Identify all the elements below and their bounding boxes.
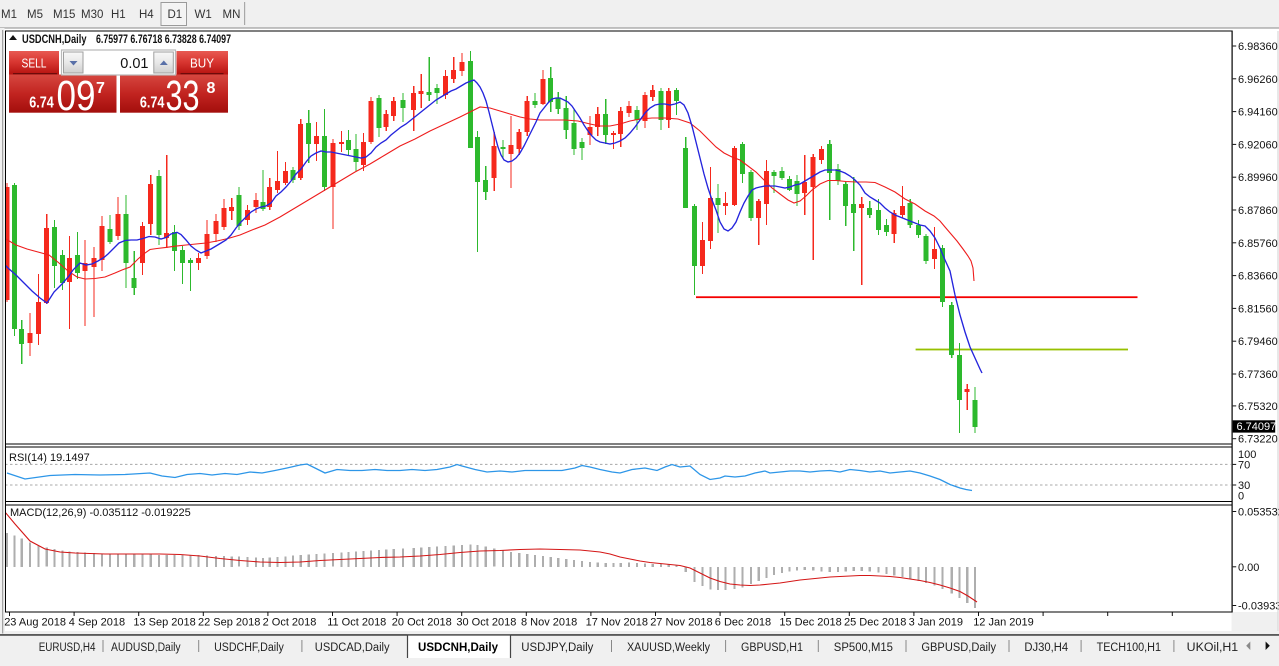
svg-text:M5: M5	[27, 9, 43, 21]
svg-text:M1: M1	[1, 9, 17, 21]
svg-text:H4: H4	[139, 9, 154, 21]
svg-text:W1: W1	[195, 9, 212, 21]
svg-text:20 Oct 2018: 20 Oct 2018	[392, 617, 452, 629]
svg-text:13 Sep 2018: 13 Sep 2018	[133, 617, 195, 629]
svg-text:6.83660: 6.83660	[1238, 271, 1278, 283]
svg-text:2 Oct 2018: 2 Oct 2018	[263, 617, 317, 629]
svg-text:EURUSD,H4: EURUSD,H4	[39, 642, 96, 654]
svg-text:6.75320: 6.75320	[1238, 401, 1278, 413]
svg-text:6.74: 6.74	[29, 95, 54, 112]
svg-text:3 Jan 2019: 3 Jan 2019	[909, 617, 963, 629]
svg-text:6.81560: 6.81560	[1238, 303, 1278, 315]
svg-text:MN: MN	[223, 9, 241, 21]
svg-text:6.77360: 6.77360	[1238, 369, 1278, 381]
svg-text:GBPUSD,Daily: GBPUSD,Daily	[921, 642, 996, 654]
svg-text:USDJPY,Daily: USDJPY,Daily	[521, 642, 593, 654]
svg-text:BUY: BUY	[190, 56, 214, 71]
svg-text:USDCHF,Daily: USDCHF,Daily	[214, 642, 284, 654]
svg-text:0.053532: 0.053532	[1238, 507, 1279, 519]
svg-text:SP500,M15: SP500,M15	[834, 642, 893, 654]
svg-text:D1: D1	[168, 9, 183, 21]
svg-text:6 Dec 2018: 6 Dec 2018	[715, 617, 771, 629]
svg-text:6.85760: 6.85760	[1238, 238, 1278, 250]
svg-text:6.74: 6.74	[140, 95, 165, 112]
svg-text:-0.039333: -0.039333	[1238, 601, 1279, 613]
svg-text:UKOil,H1: UKOil,H1	[1187, 642, 1239, 654]
svg-text:H1: H1	[111, 9, 126, 21]
svg-text:100: 100	[1238, 449, 1256, 461]
svg-text:0.01: 0.01	[120, 56, 148, 72]
svg-text:6.94160: 6.94160	[1238, 107, 1278, 119]
svg-text:6.98360: 6.98360	[1238, 41, 1278, 53]
svg-text:USDCNH,Daily: USDCNH,Daily	[418, 642, 499, 654]
svg-text:25 Dec 2018: 25 Dec 2018	[844, 617, 906, 629]
svg-text:23 Aug 2018: 23 Aug 2018	[4, 617, 66, 629]
svg-text:6.87860: 6.87860	[1238, 205, 1278, 217]
svg-text:30: 30	[1238, 480, 1250, 492]
svg-text:6.75977 6.76718 6.73828 6.7409: 6.75977 6.76718 6.73828 6.74097	[96, 34, 231, 46]
svg-text:USDCAD,Daily: USDCAD,Daily	[315, 642, 390, 654]
svg-text:MACD(12,26,9) -0.035112 -0.019: MACD(12,26,9) -0.035112 -0.019225	[10, 507, 191, 519]
svg-text:70: 70	[1238, 459, 1250, 471]
svg-text:GBPUSD,H1: GBPUSD,H1	[741, 642, 803, 654]
svg-text:USDCNH,Daily: USDCNH,Daily	[22, 34, 87, 46]
svg-text:6.89960: 6.89960	[1238, 172, 1278, 184]
svg-text:DJ30,H4: DJ30,H4	[1024, 642, 1068, 654]
svg-text:11 Oct 2018: 11 Oct 2018	[327, 617, 386, 629]
svg-text:XAUUSD,Weekly: XAUUSD,Weekly	[627, 642, 710, 654]
svg-text:8 Nov 2018: 8 Nov 2018	[521, 617, 577, 629]
svg-text:0: 0	[1238, 491, 1244, 503]
svg-text:M15: M15	[53, 9, 75, 21]
svg-text:7: 7	[96, 80, 105, 97]
svg-text:8: 8	[207, 80, 216, 97]
svg-text:15 Dec 2018: 15 Dec 2018	[779, 617, 841, 629]
svg-text:M30: M30	[81, 9, 103, 21]
svg-text:6.79460: 6.79460	[1238, 336, 1278, 348]
svg-text:0.00: 0.00	[1238, 562, 1259, 574]
svg-text:AUDUSD,Daily: AUDUSD,Daily	[111, 642, 181, 654]
svg-text:12 Jan 2019: 12 Jan 2019	[973, 617, 1034, 629]
svg-text:6.74097: 6.74097	[1237, 421, 1277, 433]
svg-text:33: 33	[166, 72, 200, 120]
svg-text:27 Nov 2018: 27 Nov 2018	[650, 617, 712, 629]
svg-text:22 Sep 2018: 22 Sep 2018	[198, 617, 260, 629]
svg-text:6.92060: 6.92060	[1238, 139, 1278, 151]
svg-text:RSI(14) 19.1497: RSI(14) 19.1497	[9, 452, 90, 464]
svg-text:TECH100,H1: TECH100,H1	[1097, 642, 1161, 654]
svg-text:6.73220: 6.73220	[1238, 434, 1278, 446]
svg-text:30 Oct 2018: 30 Oct 2018	[456, 617, 516, 629]
svg-text:17 Nov 2018: 17 Nov 2018	[586, 617, 648, 629]
svg-text:SELL: SELL	[22, 56, 47, 71]
svg-text:6.96260: 6.96260	[1238, 74, 1278, 86]
svg-text:09: 09	[57, 72, 96, 120]
svg-text:4 Sep 2018: 4 Sep 2018	[69, 617, 125, 629]
